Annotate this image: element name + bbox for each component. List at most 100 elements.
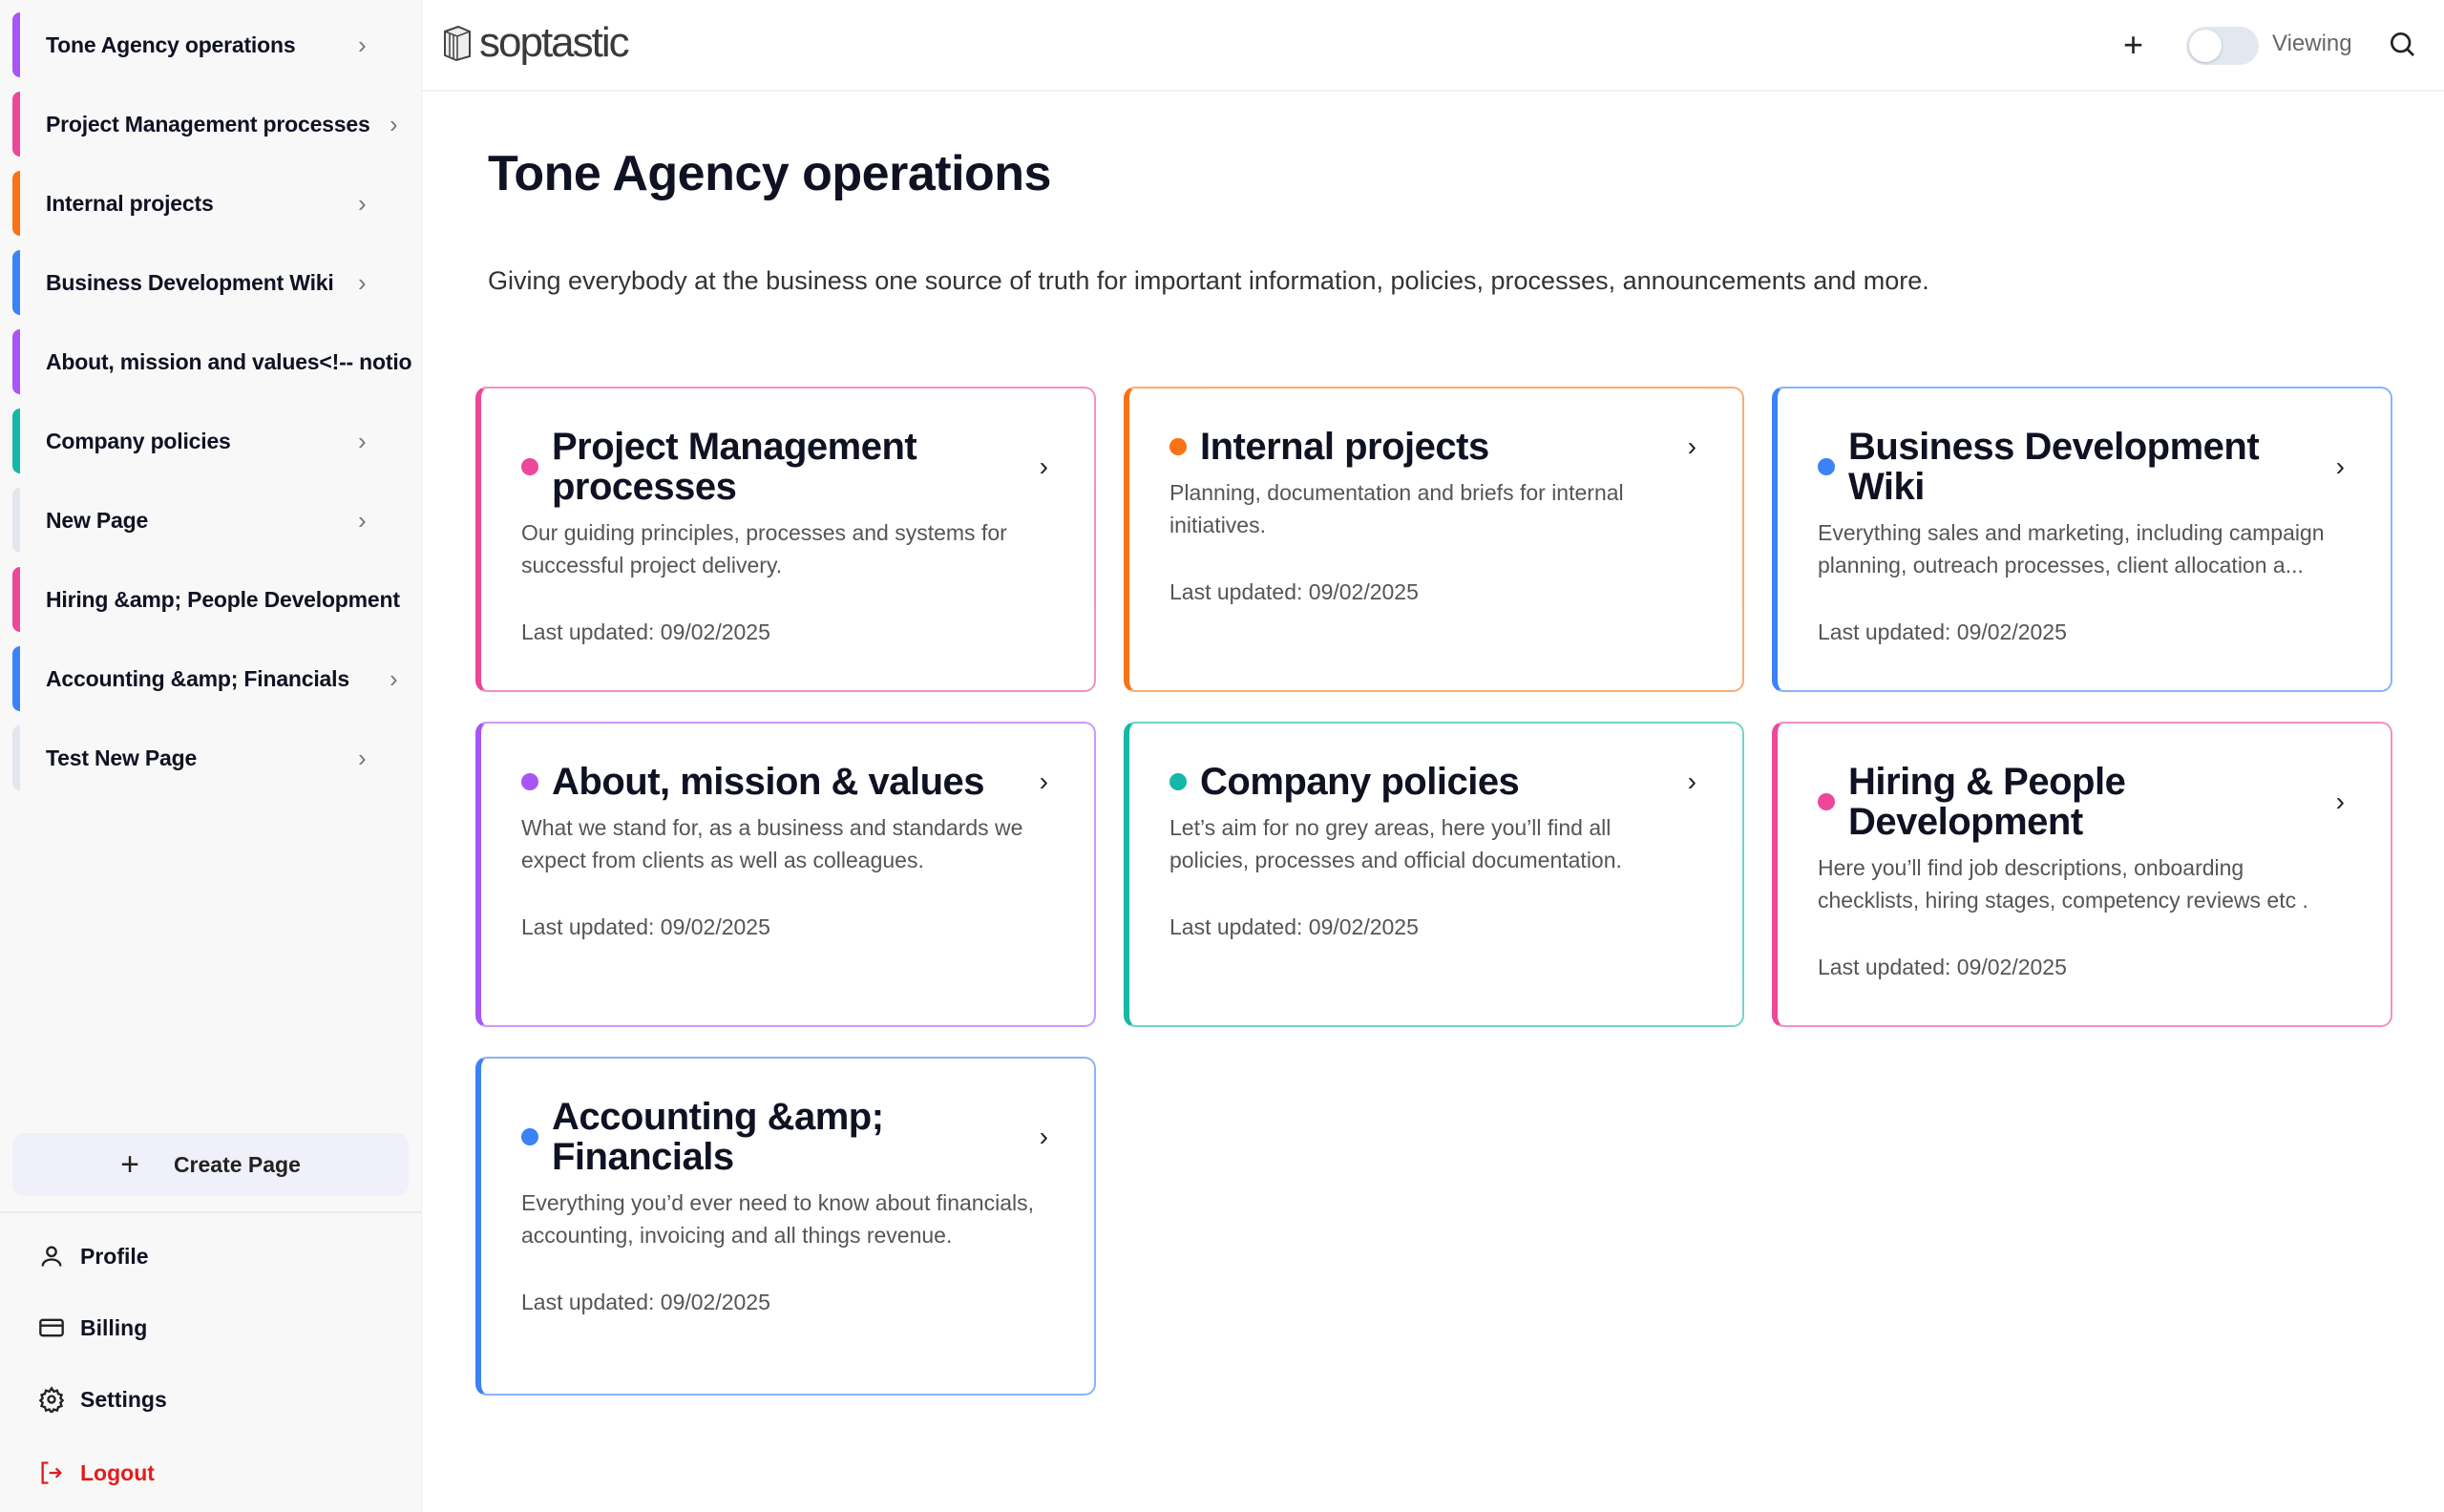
status-dot: [1818, 458, 1835, 475]
logo[interactable]: soptastic: [441, 19, 630, 67]
card-header: Company policies ›: [1169, 761, 1696, 803]
card-last-updated: Last updated: 09/02/2025: [1818, 955, 2067, 979]
sidebar-item-accent: [12, 250, 20, 315]
sidebar: Tone Agency operations › Project Manageme…: [0, 0, 422, 1512]
chevron-right-icon[interactable]: ›: [2335, 787, 2345, 816]
sidebar-item-accent: [12, 409, 20, 473]
create-page-button[interactable]: + Create Page: [12, 1133, 409, 1196]
status-dot: [521, 1128, 538, 1145]
chevron-right-icon[interactable]: ›: [1687, 766, 1696, 796]
status-dot: [1818, 793, 1835, 810]
sidebar-item-accent: [12, 329, 20, 394]
sidebar-item-label: Internal projects: [46, 190, 214, 216]
sidebar-item-accent: [12, 567, 20, 632]
chevron-right-icon[interactable]: ›: [358, 743, 367, 772]
chevron-right-icon[interactable]: ›: [358, 30, 367, 59]
profile-label: Profile: [80, 1243, 149, 1269]
sidebar-item[interactable]: Accounting &amp; Financials ›: [12, 646, 413, 711]
card-title: Project Management processes: [552, 426, 917, 508]
page-card[interactable]: Accounting &amp; Financials › Everything…: [475, 1057, 1096, 1396]
sidebar-item[interactable]: Project Management processes ›: [12, 92, 413, 157]
chevron-right-icon[interactable]: ›: [358, 188, 367, 218]
page-card[interactable]: Business Development Wiki › Everything s…: [1772, 387, 2392, 692]
credit-card-icon: [39, 1318, 64, 1337]
chevron-right-icon[interactable]: ›: [1687, 431, 1696, 461]
logout-link[interactable]: Logout: [38, 1460, 155, 1486]
sidebar-item[interactable]: Internal projects ›: [12, 171, 413, 236]
card-description: What we stand for, as a business and sta…: [521, 815, 1023, 872]
logout-icon: [41, 1461, 62, 1484]
sidebar-item[interactable]: Tone Agency operations ›: [12, 12, 413, 77]
chevron-right-icon[interactable]: ›: [390, 663, 398, 693]
card-title: Accounting &amp; Financials: [552, 1096, 884, 1178]
card-title: About, mission & values: [552, 761, 985, 803]
card-description: Let’s aim for no grey areas, here you’ll…: [1169, 815, 1622, 872]
card-title: Internal projects: [1200, 426, 1489, 468]
card-last-updated: Last updated: 09/02/2025: [1818, 620, 2067, 644]
sidebar-item-accent: [12, 171, 20, 236]
sidebar-item[interactable]: Test New Page ›: [12, 725, 413, 790]
viewing-toggle[interactable]: [2186, 27, 2259, 65]
page-card[interactable]: Project Management processes › Our guidi…: [475, 387, 1096, 692]
sidebar-item-label: About, mission and values<!-- notio: [46, 348, 412, 374]
search-icon[interactable]: [2387, 29, 2417, 59]
sidebar-item-label: Accounting &amp; Financials: [46, 665, 349, 691]
chevron-right-icon[interactable]: ›: [358, 267, 367, 297]
card-title: Hiring & People Development: [1848, 761, 2126, 843]
user-icon: [41, 1246, 62, 1267]
add-button[interactable]: +: [2123, 25, 2144, 64]
sidebar-item[interactable]: Hiring &amp; People Development: [12, 567, 413, 632]
page-card[interactable]: About, mission & values › What we stand …: [475, 722, 1096, 1027]
create-page-label: Create Page: [173, 1151, 301, 1177]
card-header: About, mission & values ›: [521, 761, 1048, 803]
card-header: Accounting &amp; Financials ›: [521, 1096, 1048, 1178]
chevron-right-icon[interactable]: ›: [1039, 1122, 1048, 1151]
card-title: Company policies: [1200, 761, 1520, 803]
card-last-updated: Last updated: 09/02/2025: [1169, 914, 1419, 939]
sidebar-item-label: Tone Agency operations: [46, 32, 296, 57]
sidebar-item[interactable]: Company policies ›: [12, 409, 413, 473]
sidebar-item[interactable]: About, mission and values<!-- notio: [12, 329, 413, 394]
card-description: Our guiding principles, processes and sy…: [521, 520, 1007, 578]
sidebar-item-label: Hiring &amp; People Development: [46, 586, 400, 612]
settings-label: Settings: [80, 1386, 167, 1412]
sidebar-item-accent: [12, 488, 20, 553]
chevron-right-icon[interactable]: ›: [2335, 452, 2345, 481]
chevron-right-icon[interactable]: ›: [1039, 452, 1048, 481]
card-description: Everything sales and marketing, includin…: [1818, 520, 2325, 578]
sidebar-item[interactable]: New Page ›: [12, 488, 413, 553]
card-description: Everything you’d ever need to know about…: [521, 1190, 1034, 1248]
divider: [0, 1211, 422, 1213]
chevron-right-icon[interactable]: ›: [1039, 766, 1048, 796]
sidebar-item[interactable]: Business Development Wiki ›: [12, 250, 413, 315]
card-description: Planning, documentation and briefs for i…: [1169, 480, 1624, 537]
status-dot: [1169, 438, 1187, 455]
card-title: Business Development Wiki: [1848, 426, 2260, 508]
settings-link[interactable]: Settings: [38, 1386, 167, 1413]
toggle-knob: [2189, 30, 2222, 62]
logout-label: Logout: [80, 1460, 155, 1485]
card-last-updated: Last updated: 09/02/2025: [521, 620, 770, 644]
card-last-updated: Last updated: 09/02/2025: [1169, 579, 1419, 604]
status-dot: [1169, 773, 1187, 790]
viewing-label: Viewing: [2272, 31, 2352, 56]
sidebar-item-label: New Page: [46, 507, 149, 533]
billing-link[interactable]: Billing: [38, 1314, 147, 1341]
page-card[interactable]: Hiring & People Development › Here you’l…: [1772, 722, 2392, 1027]
card-grid: Project Management processes › Our guidi…: [475, 387, 2392, 1396]
card-header: Hiring & People Development ›: [1818, 761, 2345, 843]
card-last-updated: Last updated: 09/02/2025: [521, 1290, 770, 1314]
logo-text: soptastic: [479, 19, 630, 66]
chevron-right-icon[interactable]: ›: [358, 505, 367, 535]
sidebar-item-accent: [12, 725, 20, 790]
page-card[interactable]: Company policies › Let’s aim for no grey…: [1124, 722, 1744, 1027]
sidebar-item-accent: [12, 646, 20, 711]
chevron-right-icon[interactable]: ›: [358, 426, 367, 455]
chevron-right-icon[interactable]: ›: [390, 109, 398, 138]
card-description: Here you’ll find job descriptions, onboa…: [1818, 855, 2308, 913]
page-card[interactable]: Internal projects › Planning, documentat…: [1124, 387, 1744, 692]
sidebar-item-label: Company policies: [46, 428, 231, 453]
status-dot: [521, 458, 538, 475]
profile-link[interactable]: Profile: [38, 1243, 149, 1270]
sidebar-item-accent: [12, 12, 20, 77]
